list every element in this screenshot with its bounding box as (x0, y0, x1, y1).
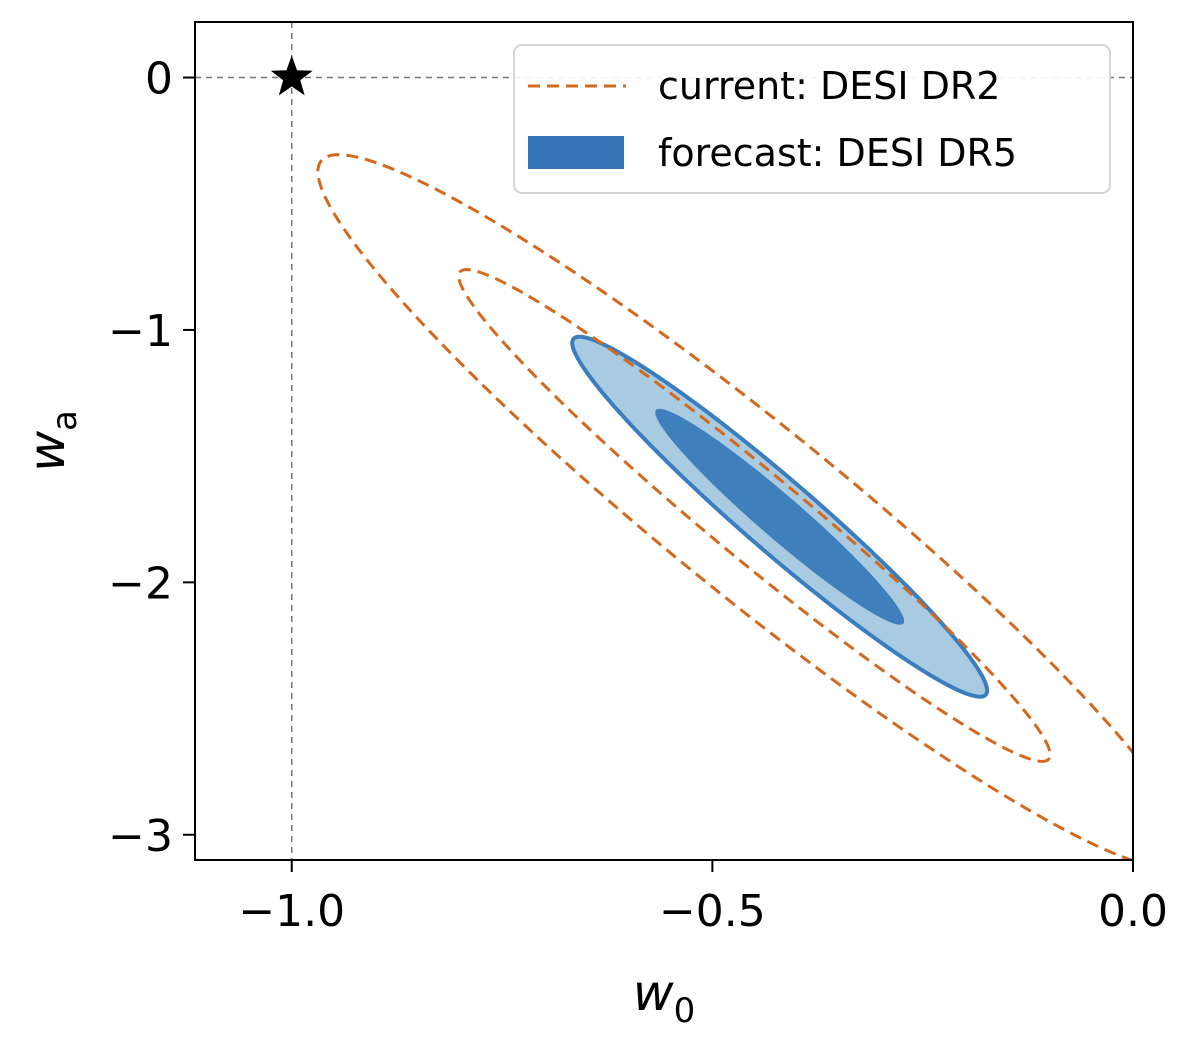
y-axis-ticks: 0 −1 −2 −3 (108, 54, 195, 862)
y-tick-label: −3 (108, 811, 173, 862)
x-tick-label: −1.0 (238, 886, 345, 937)
dr5-1sigma-contour (655, 408, 905, 625)
legend-label-dr2: current: DESI DR2 (658, 64, 1000, 108)
fiducial-star-marker (270, 55, 313, 96)
legend-box (513, 44, 1111, 194)
legend-filled-swatch (528, 136, 624, 169)
x-axis-label: w0 (633, 964, 696, 1031)
dr2-1sigma-contour (457, 268, 1052, 763)
y-tick-label: −1 (108, 306, 173, 357)
x-axis-ticks: −1.0 −0.5 0.0 (238, 860, 1168, 937)
dr2-2sigma-contour (316, 153, 1133, 860)
axes-frame (194, 21, 1134, 861)
legend-label-dr5: forecast: DESI DR5 (658, 131, 1017, 175)
y-tick-label: −2 (108, 558, 173, 609)
y-axis-label: wa (18, 410, 85, 472)
x-tick-label: 0.0 (1098, 886, 1168, 937)
y-tick-label: 0 (145, 54, 173, 105)
legend: current: DESI DR2 forecast: DESI DR5 (513, 44, 1111, 194)
x-tick-label: −0.5 (659, 886, 766, 937)
